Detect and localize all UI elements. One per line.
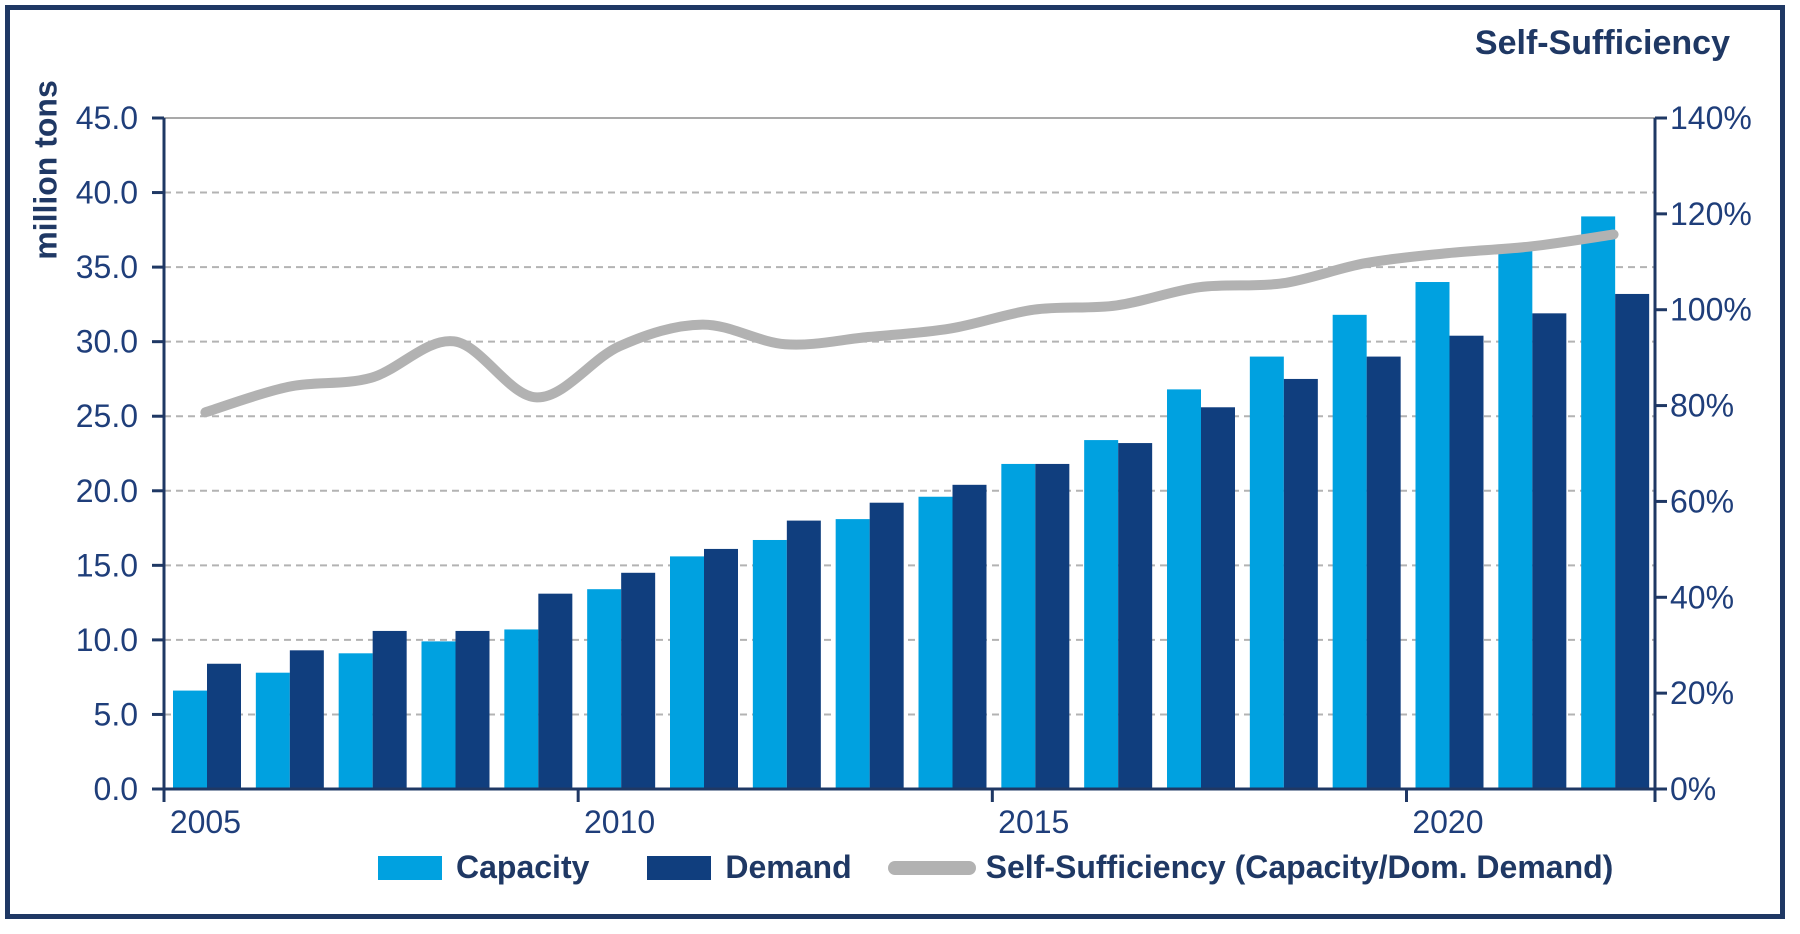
capacity-bar-2008 xyxy=(421,641,456,789)
capacity-bar-2017 xyxy=(1167,389,1201,789)
x-tick-label-2010: 2010 xyxy=(584,804,655,840)
demand-bar-2010 xyxy=(621,572,656,789)
demand-bar-2012 xyxy=(786,520,821,789)
left-axis-title: million tons xyxy=(27,80,64,260)
capacity-bar-2022 xyxy=(1581,216,1616,789)
legend-item-self-sufficiency: Self-Sufficiency (Capacity/Dom. Demand) xyxy=(887,849,1614,886)
y-left-tick-label-25.0: 25.0 xyxy=(76,398,138,434)
legend: Capacity Demand Self-Sufficiency (Capaci… xyxy=(378,849,1613,886)
demand-bar-2018 xyxy=(1283,378,1318,789)
demand-bar-2011 xyxy=(704,548,738,789)
y-right-tick-label-80%: 80% xyxy=(1670,388,1734,424)
capacity-bar-2015 xyxy=(1001,463,1036,789)
y-right-tick-label-0%: 0% xyxy=(1670,771,1716,807)
demand-bar-2007 xyxy=(372,630,407,789)
capacity-bar-2014 xyxy=(918,496,953,789)
demand-bar-2021 xyxy=(1532,313,1567,789)
demand-bar-2009 xyxy=(538,593,573,789)
y-right-tick-label-40%: 40% xyxy=(1670,579,1734,615)
x-tick-label-2005: 2005 xyxy=(170,804,241,840)
capacity-bar-2013 xyxy=(835,519,870,789)
y-right-tick-label-100%: 100% xyxy=(1670,292,1752,328)
demand-bar-2017 xyxy=(1201,407,1235,789)
demand-bar-2006 xyxy=(289,650,324,789)
legend-label-capacity: Capacity xyxy=(456,849,590,885)
capacity-bar-2006 xyxy=(255,672,290,789)
legend-item-capacity: Capacity xyxy=(378,849,589,886)
demand-bar-2016 xyxy=(1118,443,1153,789)
x-tick-label-2020: 2020 xyxy=(1412,804,1483,840)
y-left-tick-label-20.0: 20.0 xyxy=(76,473,138,509)
self-sufficiency-line-swatch-icon xyxy=(887,860,976,875)
y-left-tick-label-35.0: 35.0 xyxy=(76,249,138,285)
demand-bar-2020 xyxy=(1449,335,1484,789)
self-sufficiency-line xyxy=(200,229,1619,418)
y-left-tick-label-40.0: 40.0 xyxy=(76,175,138,211)
capacity-bar-2012 xyxy=(752,539,787,789)
capacity-bar-2021 xyxy=(1498,250,1533,790)
legend-item-demand: Demand xyxy=(647,849,852,886)
legend-label-demand: Demand xyxy=(725,849,852,885)
y-left-tick-label-15.0: 15.0 xyxy=(76,547,138,583)
capacity-bar-2016 xyxy=(1084,440,1119,789)
capacity-bar-2005 xyxy=(173,690,207,789)
demand-bar-2019 xyxy=(1366,356,1401,789)
capacity-bar-2011 xyxy=(670,556,704,789)
capacity-bar-2018 xyxy=(1249,356,1284,789)
capacity-bar-2019 xyxy=(1332,314,1367,789)
demand-bar-2013 xyxy=(869,502,904,789)
legend-label-self-sufficiency: Self-Sufficiency (Capacity/Dom. Demand) xyxy=(985,849,1614,885)
y-right-tick-label-60%: 60% xyxy=(1670,483,1734,519)
capacity-bar-2007 xyxy=(338,653,373,789)
capacity-swatch-icon xyxy=(378,855,442,880)
y-right-tick-label-140%: 140% xyxy=(1670,100,1752,136)
y-left-tick-label-45.0: 45.0 xyxy=(76,100,138,136)
demand-bar-2005 xyxy=(207,663,241,789)
capacity-bar-2020 xyxy=(1415,282,1450,789)
y-left-tick-label-30.0: 30.0 xyxy=(76,324,138,360)
y-left-tick-label-10.0: 10.0 xyxy=(76,622,138,658)
demand-bar-2008 xyxy=(455,630,490,789)
y-right-tick-label-20%: 20% xyxy=(1670,675,1734,711)
capacity-bar-2009 xyxy=(504,629,539,789)
demand-bar-2015 xyxy=(1035,463,1070,789)
y-right-tick-label-120%: 120% xyxy=(1670,196,1752,232)
demand-bar-2014 xyxy=(952,484,987,789)
y-left-tick-label-0.0: 0.0 xyxy=(94,771,138,807)
right-axis-title: Self-Sufficiency xyxy=(1474,24,1730,62)
y-left-tick-label-5.0: 5.0 xyxy=(94,696,138,732)
demand-bar-2022 xyxy=(1615,293,1650,789)
x-tick-label-2015: 2015 xyxy=(998,804,1069,840)
capacity-bar-2010 xyxy=(587,589,622,789)
demand-swatch-icon xyxy=(647,855,712,880)
